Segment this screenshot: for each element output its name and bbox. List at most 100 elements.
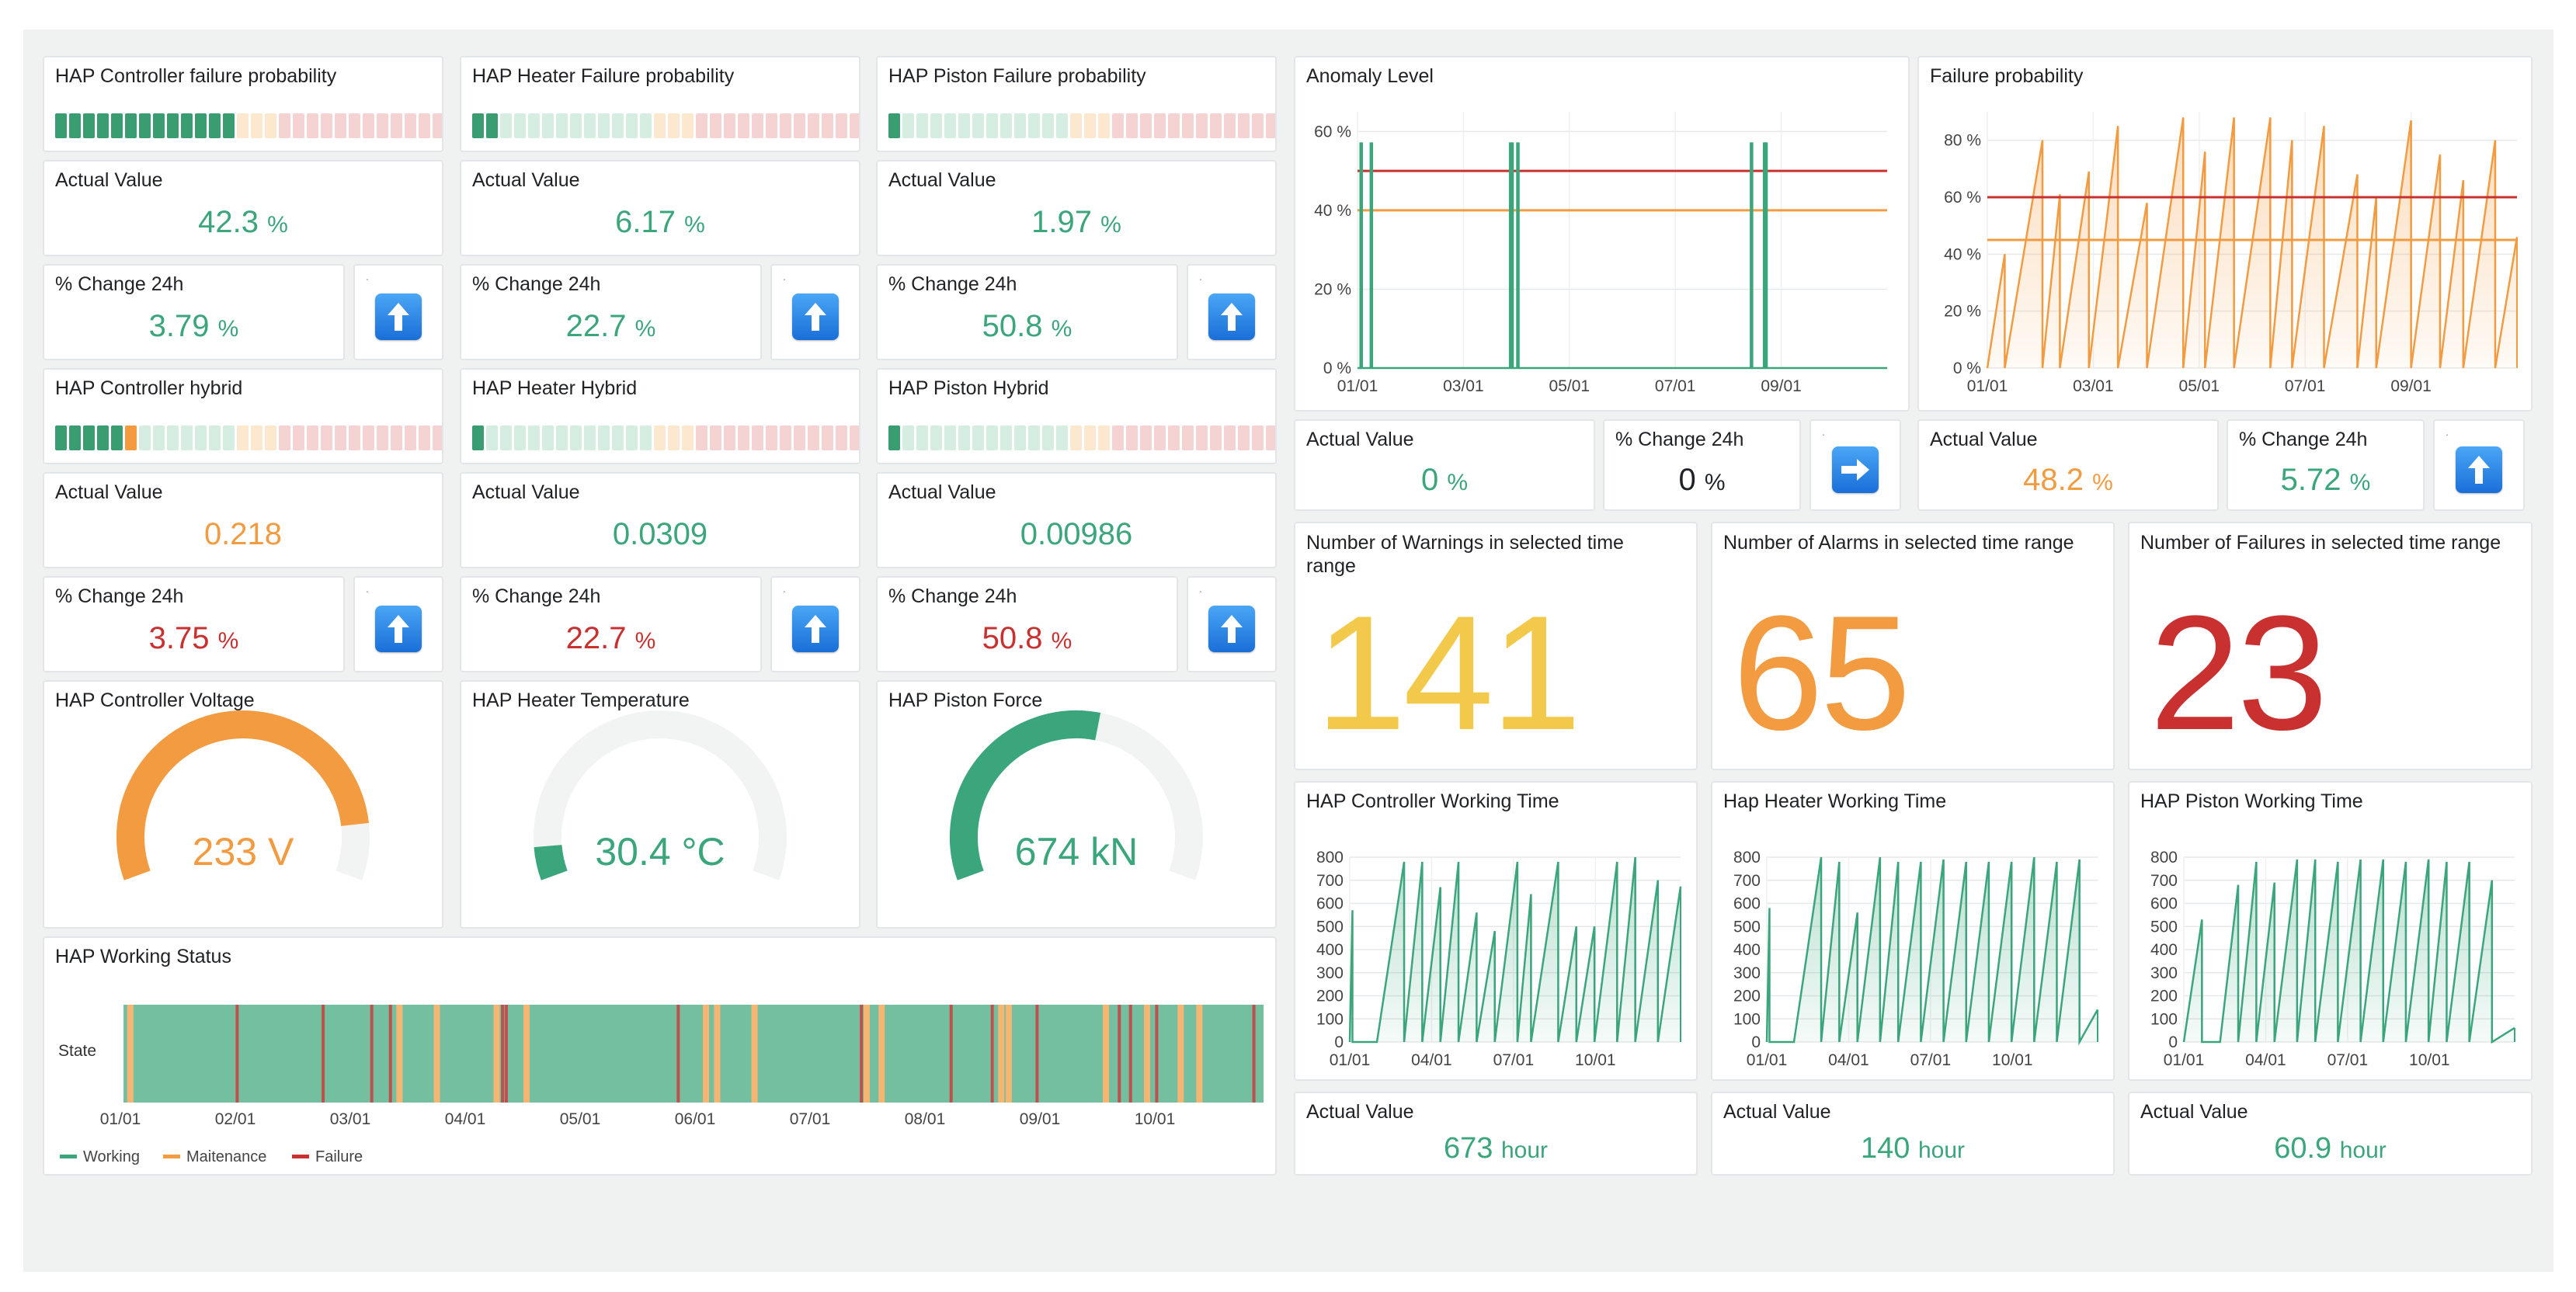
bar-segment (850, 113, 859, 138)
piston-hybrid-panel[interactable]: HAP Piston Hybrid (876, 368, 1277, 464)
y-tick: 800 (1316, 849, 1344, 867)
heater-hybrid-trend-panel[interactable]: . (770, 576, 860, 672)
controller-trend-panel[interactable]: . (353, 264, 443, 360)
up-arrow-icon (375, 606, 422, 652)
maintenance-mark (998, 1005, 1005, 1103)
heater-hybrid-change-panel[interactable]: % Change 24h 22.7 % (460, 576, 762, 672)
working-status-panel[interactable]: HAP Working Status State 01/01 02/01 03/01 0… (43, 936, 1277, 1176)
bar-segment (668, 425, 680, 450)
bar-segment (251, 425, 262, 450)
series-area (2184, 859, 2515, 1042)
piston-hybrid-trend-panel[interactable]: . (1187, 576, 1277, 672)
bar-segment (69, 113, 81, 138)
heater-failure-probability-panel[interactable]: HAP Heater Failure probability (460, 56, 860, 152)
working-time-chart: 0 100 200 300 400 500 600 700 800 01/01 04/01 07/01… (1316, 849, 1682, 1069)
controller-voltage-panel[interactable]: HAP Controller Voltage 233 V (43, 680, 443, 929)
anomaly-spike (1764, 142, 1768, 368)
x-tick: 04/01 (1411, 1051, 1452, 1069)
bar-gauge (55, 425, 442, 450)
anomaly-level-panel[interactable]: Anomaly Level 0 % 20 % 40 % 60 % 01/01 03/01 0… (1294, 56, 1910, 412)
series-area (1767, 857, 2098, 1042)
x-tick: 03/01 (1443, 377, 1484, 395)
heater-actual-value-panel[interactable]: Actual Value 6.17 % (460, 160, 860, 256)
bar-segment (1014, 425, 1026, 450)
piston-trend-panel[interactable]: . (1187, 264, 1277, 360)
controller-actual-value-panel[interactable]: Actual Value 42.3 % (43, 160, 443, 256)
controller-hybrid-actual-panel[interactable]: Actual Value 0.218 (43, 472, 443, 568)
failure-mark (235, 1005, 239, 1103)
heater-working-time-panel[interactable]: Hap Heater Working Time 0 100 200 300 400 500… (1711, 781, 2115, 1081)
bar-segment (391, 425, 402, 450)
controller-working-time-panel[interactable]: HAP Controller Working Time 0 100 200 300 40… (1294, 781, 1698, 1081)
alarms-count-panel[interactable]: Number of Alarms in selected time range … (1711, 522, 2115, 770)
bar-segment (1140, 425, 1152, 450)
failure-prob-trend-panel[interactable]: . (2433, 419, 2525, 511)
bar-segment (486, 425, 498, 450)
piston-actual-value-panel[interactable]: Actual Value 1.97 % (876, 160, 1277, 256)
y-tick: 700 (1316, 872, 1344, 890)
bar-segment (500, 113, 512, 138)
bar-segment (279, 425, 290, 450)
panel-title: HAP Piston Working Time (2140, 790, 2363, 812)
controller-working-time-actual-panel[interactable]: Actual Value 673 hour (1294, 1092, 1698, 1176)
maintenance-mark (863, 1005, 870, 1103)
x-tick: 10/01 (1992, 1051, 2033, 1069)
x-tick: 09/01 (1020, 1110, 1061, 1128)
heater-change-panel[interactable]: % Change 24h 22.7 % (460, 264, 762, 360)
bar-segment (251, 113, 262, 138)
y-tick: 500 (1316, 918, 1344, 936)
anomaly-trend-panel[interactable]: . (1809, 419, 1901, 511)
bar-segment (654, 425, 666, 450)
maintenance-mark (433, 1005, 440, 1103)
controller-change-panel[interactable]: % Change 24h 3.79 % (43, 264, 345, 360)
bar-segment (349, 425, 360, 450)
failures-count-panel[interactable]: Number of Failures in selected time rang… (2128, 522, 2533, 770)
anomaly-spike (1359, 142, 1363, 368)
bar-segment (570, 425, 582, 450)
panel-title: Actual Value (472, 481, 580, 503)
heater-working-time-actual-panel[interactable]: Actual Value 140 hour (1711, 1092, 2115, 1176)
x-tick: 07/01 (2285, 377, 2326, 395)
y-tick: 200 (2150, 988, 2178, 1005)
piston-hybrid-actual-panel[interactable]: Actual Value 0.00986 (876, 472, 1277, 568)
anomaly-actual-panel[interactable]: Actual Value 0 % (1294, 419, 1595, 511)
bar-segment (293, 425, 304, 450)
bar-segment (153, 113, 165, 138)
bar-segment (1126, 113, 1138, 138)
warnings-count-panel[interactable]: Number of Warnings in selected time rang… (1294, 522, 1698, 770)
bar-segment (377, 113, 388, 138)
x-tick: 01/01 (1330, 1051, 1371, 1069)
y-tick: 300 (1316, 964, 1344, 982)
bar-segment (363, 425, 374, 450)
controller-hybrid-change-panel[interactable]: % Change 24h 3.75 % (43, 576, 345, 672)
gauge-fill (534, 844, 568, 880)
controller-hybrid-trend-panel[interactable]: . (353, 576, 443, 672)
piston-change-panel[interactable]: % Change 24h 50.8 % (876, 264, 1178, 360)
failure-probability-panel[interactable]: Failure probability 0 % 20 % 40 % 60 % 80 % 0… (1917, 56, 2533, 412)
bar-segment (1112, 113, 1124, 138)
piston-working-time-panel[interactable]: HAP Piston Working Time 0 100 200 300 400 500… (2128, 781, 2533, 1081)
piston-hybrid-change-panel[interactable]: % Change 24h 50.8 % (876, 576, 1178, 672)
piston-force-panel[interactable]: HAP Piston Force 674 kN (876, 680, 1277, 929)
panel-title: Hap Heater Working Time (1723, 790, 1947, 812)
heater-temperature-panel[interactable]: HAP Heater Temperature 30.4 °C (460, 680, 860, 929)
controller-hybrid-panel[interactable]: HAP Controller hybrid (43, 368, 443, 464)
y-tick: 700 (1733, 872, 1761, 890)
piston-failure-probability-panel[interactable]: HAP Piston Failure probability (876, 56, 1277, 152)
heater-trend-panel[interactable]: . (770, 264, 860, 360)
x-tick: 04/01 (2245, 1051, 2286, 1069)
heater-hybrid-actual-panel[interactable]: Actual Value 0.0309 (460, 472, 860, 568)
failure-prob-actual-panel[interactable]: Actual Value 48.2 % (1917, 419, 2219, 511)
up-arrow-icon (375, 293, 422, 340)
heater-hybrid-panel[interactable]: HAP Heater Hybrid (460, 368, 860, 464)
controller-failure-probability-panel[interactable]: HAP Controller failure probability (43, 56, 443, 152)
bar-segment (1224, 113, 1236, 138)
anomaly-change-panel[interactable]: % Change 24h 0 % (1603, 419, 1801, 511)
maintenance-mark (714, 1005, 721, 1103)
maintenance-mark (878, 1005, 885, 1103)
gauge-fill (116, 710, 369, 880)
failure-prob-change-panel[interactable]: % Change 24h 5.72 % (2227, 419, 2425, 511)
x-tick: 09/01 (1761, 377, 1802, 395)
bar-segment (307, 113, 318, 138)
piston-working-time-actual-panel[interactable]: Actual Value 60.9 hour (2128, 1092, 2533, 1176)
